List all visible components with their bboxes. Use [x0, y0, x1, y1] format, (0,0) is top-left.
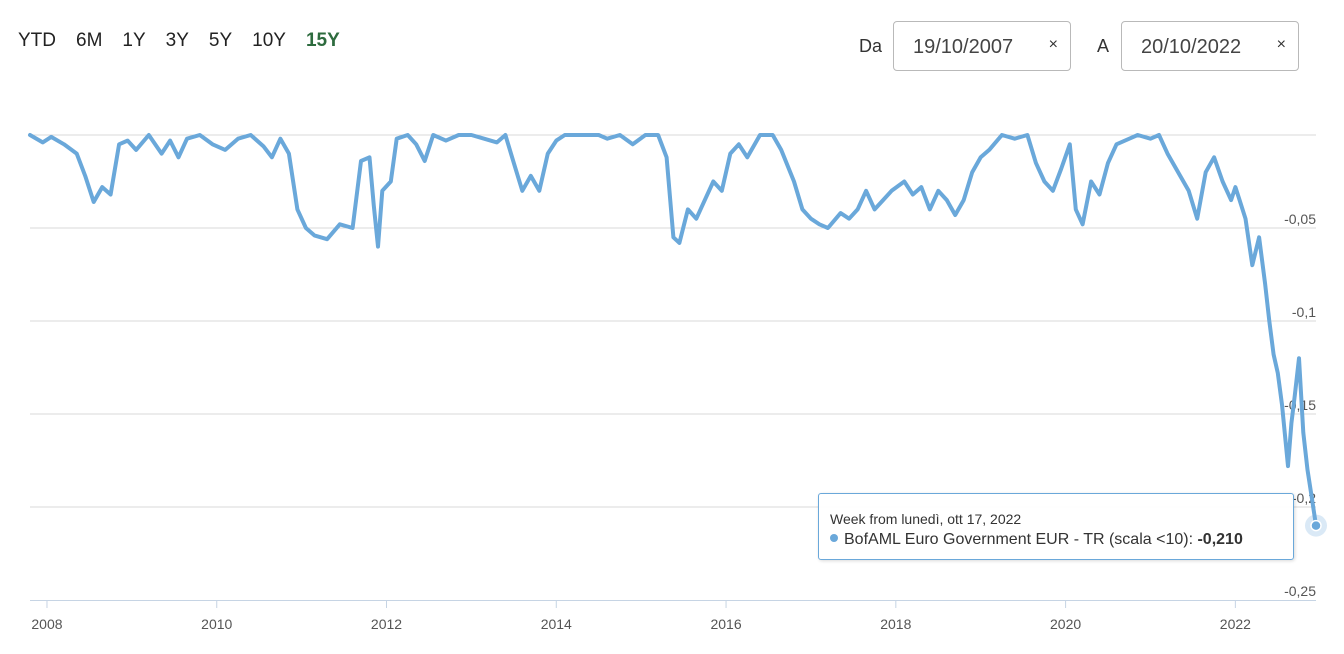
- x-tick-label: 2022: [1220, 616, 1251, 632]
- x-tick-label: 2020: [1050, 616, 1081, 632]
- x-tick-label: 2012: [371, 616, 402, 632]
- x-tick-label: 2018: [880, 616, 911, 632]
- range-selector: YTD 6M 1Y 3Y 5Y 10Y 15Y: [8, 26, 350, 56]
- y-tick-label: -0,1: [1292, 304, 1316, 320]
- range-button-5y[interactable]: 5Y: [208, 30, 233, 51]
- y-tick-label: -0,25: [1284, 583, 1316, 599]
- range-button-6m[interactable]: 6M: [76, 30, 103, 51]
- tooltip-series-label: BofAML Euro Government EUR - TR (scala <…: [844, 531, 1194, 548]
- y-tick-label: -0,05: [1284, 211, 1316, 227]
- range-button-10y[interactable]: 10Y: [252, 30, 286, 51]
- to-date-field[interactable]: 20/10/2022 ×: [1121, 21, 1299, 71]
- series-marker-icon: [830, 534, 838, 542]
- from-date-value[interactable]: 19/10/2007: [913, 36, 1014, 58]
- highlight-point: [1310, 519, 1322, 532]
- x-tick-label: 2014: [541, 616, 572, 632]
- tooltip-series-line: BofAML Euro Government EUR - TR (scala <…: [830, 531, 1243, 549]
- clear-to-date-icon[interactable]: ×: [1276, 36, 1286, 53]
- series-line: [28, 133, 1318, 528]
- to-date-label: A: [1097, 36, 1110, 56]
- x-tick-label: 2008: [31, 616, 62, 632]
- range-button-15y[interactable]: 15Y: [305, 30, 340, 51]
- chart-tooltip: Week from lunedì, ott 17, 2022 BofAML Eu…: [818, 493, 1294, 560]
- range-button-3y[interactable]: 3Y: [165, 30, 189, 51]
- to-date-value[interactable]: 20/10/2022: [1141, 36, 1242, 58]
- clear-from-date-icon[interactable]: ×: [1048, 36, 1058, 53]
- from-date-field[interactable]: 19/10/2007 ×: [893, 21, 1071, 71]
- range-button-1y[interactable]: 1Y: [122, 30, 146, 51]
- range-button-ytd[interactable]: YTD: [18, 30, 56, 51]
- tooltip-title: Week from lunedì, ott 17, 2022: [830, 511, 1022, 527]
- from-date-label: Da: [859, 36, 883, 56]
- tooltip-value: -0,210: [1197, 531, 1243, 548]
- x-tick-label: 2016: [710, 616, 741, 632]
- x-tick-label: 2010: [201, 616, 232, 632]
